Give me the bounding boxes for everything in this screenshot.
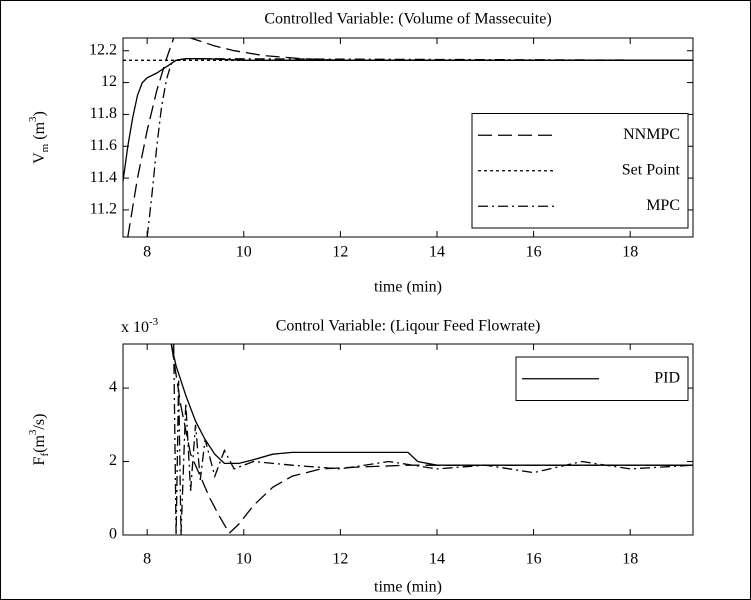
- x-tick-label: 14: [429, 244, 445, 261]
- y-axis-label-part: 3: [27, 429, 39, 435]
- legend-label: PID: [654, 369, 680, 386]
- y-tick-label: 0: [109, 526, 117, 543]
- x-tick-label: 10: [236, 244, 252, 261]
- y-axis-label-part: F: [31, 456, 48, 465]
- y-axis-label-part: m: [39, 143, 51, 152]
- series-line: [123, 58, 693, 182]
- series-line: [173, 344, 693, 535]
- y-axis-label: Vm (m3): [27, 111, 51, 164]
- series-line: [146, 58, 693, 237]
- y-tick-label: 11.8: [90, 105, 117, 122]
- legend-label: Set Point: [622, 161, 681, 178]
- x-tick-label: 18: [622, 551, 638, 568]
- y-axis-label-part: 3: [27, 116, 39, 122]
- x-tick-label: 10: [236, 551, 252, 568]
- x-tick-label: 12: [332, 244, 348, 261]
- y-axis-label: Ff(m3/s): [27, 414, 51, 466]
- x-tick-label: 16: [526, 551, 542, 568]
- legend-label: NNMPC: [623, 126, 680, 143]
- series-line: [170, 344, 693, 535]
- x-tick-label: 8: [143, 551, 151, 568]
- y-tick-label: 11.4: [90, 169, 117, 186]
- y-tick-label: 12.2: [89, 41, 117, 58]
- y-axis-label-part: ): [31, 111, 48, 116]
- x-tick-label: 18: [622, 244, 638, 261]
- plot-title: Controlled Variable: (Volume of Massecui…: [264, 11, 551, 28]
- x-axis-label: time (min): [374, 579, 442, 596]
- y-tick-label: 12: [101, 73, 117, 90]
- legend-label: MPC: [646, 197, 680, 214]
- multiplier-exponent: -3: [149, 316, 159, 328]
- y-tick-label: 11.6: [90, 137, 117, 154]
- y-tick-label: 4: [109, 379, 117, 396]
- x-tick-label: 12: [332, 551, 348, 568]
- series-line: [127, 38, 693, 237]
- series-line: [170, 344, 693, 466]
- plot-title: Control Variable: (Liqour Feed Flowrate): [276, 318, 541, 335]
- x-tick-label: 14: [429, 551, 445, 568]
- y-axis-label-part: f: [39, 453, 51, 457]
- y-tick-label: 2: [109, 452, 117, 469]
- x-tick-label: 8: [143, 244, 151, 261]
- x-tick-label: 16: [526, 244, 542, 261]
- multiplier-base: x 10: [121, 319, 149, 336]
- x-axis-label: time (min): [374, 279, 442, 296]
- y-axis-label-part: (m: [31, 121, 48, 143]
- y-axis-label-part: (m: [31, 435, 48, 453]
- axis-multiplier: x 10-3: [121, 316, 159, 336]
- y-tick-label: 11.2: [90, 201, 117, 218]
- y-axis-label-part: V: [31, 152, 48, 164]
- y-axis-label-part: /s): [31, 414, 48, 430]
